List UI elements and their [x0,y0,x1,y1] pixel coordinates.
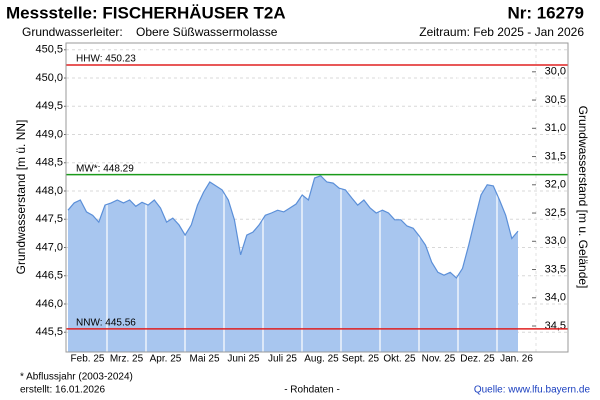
rawdata: - Rohdaten - [284,385,340,396]
y2-tick-label: 31,5 [545,150,566,162]
reference-label: HHW: 450.23 [76,54,136,65]
reference-label: MW*: 448.29 [76,163,134,174]
area [68,175,518,352]
y-tick-label: 446,5 [35,270,63,282]
y2-tick-label: 33,0 [545,235,566,247]
x-tick-label: Mai 25 [189,354,219,365]
y2-tick-label: 31,0 [545,122,566,134]
aquifer: Obere Süßwassermolasse [136,25,278,39]
x-tick-label: Nov. 25 [422,354,456,365]
y-tick-label: 448,5 [35,157,63,169]
period: Zeitraum: Feb 2025 - Jan 2026 [419,25,584,39]
y2-tick-label: 34,5 [545,320,566,332]
chart-title: Messstelle: FISCHERHÄUSER T2A [6,3,286,22]
y-tick-label: 450,5 [35,44,63,56]
created: erstellt: 16.01.2026 [20,385,105,396]
y2-tick-label: 30,0 [545,66,566,78]
y2-tick-label: 32,0 [545,179,566,191]
x-tick-label: Mrz. 25 [110,354,144,365]
aquifer-label: Grundwasserleiter: [22,25,123,39]
reference-label: NNW: 445.56 [76,317,136,328]
y-tick-label: 445,5 [35,326,63,338]
y-tick-label: 448,0 [35,185,63,197]
y-tick-label: 446,0 [35,298,63,310]
y2-tick-label: 33,5 [545,263,566,275]
x-tick-label: Juni 25 [227,354,260,365]
x-tick-label: Dez. 25 [460,354,495,365]
y-axis-label: Grundwasserstand [m ü. NN] [14,120,28,275]
x-tick-label: Apr. 25 [150,354,182,365]
x-tick-label: Sept. 25 [342,354,380,365]
y2-tick-label: 34,0 [545,292,566,304]
x-tick-label: Juli 25 [268,354,297,365]
y-tick-label: 449,5 [35,100,63,112]
x-tick-label: Aug. 25 [304,354,339,365]
y-tick-label: 449,0 [35,128,63,140]
y-tick-label: 447,5 [35,213,63,225]
station-number: Nr: 16279 [507,3,584,22]
plot-frame [65,42,569,353]
y2-tick-label: 32,5 [545,207,566,219]
x-tick-label: Okt. 25 [383,354,416,365]
y-tick-label: 447,0 [35,241,63,253]
footnote: * Abflussjahr (2003-2024) [20,372,133,383]
y2-axis-label: Grundwasserstand [m u. Gelände] [576,106,590,289]
source: Quelle: www.lfu.bayern.de [474,385,591,396]
x-tick-label: Jan. 26 [500,354,533,365]
y2-tick-label: 30,5 [545,94,566,106]
y-tick-label: 450,0 [35,72,63,84]
x-tick-label: Feb. 25 [71,354,105,365]
line [67,175,519,279]
